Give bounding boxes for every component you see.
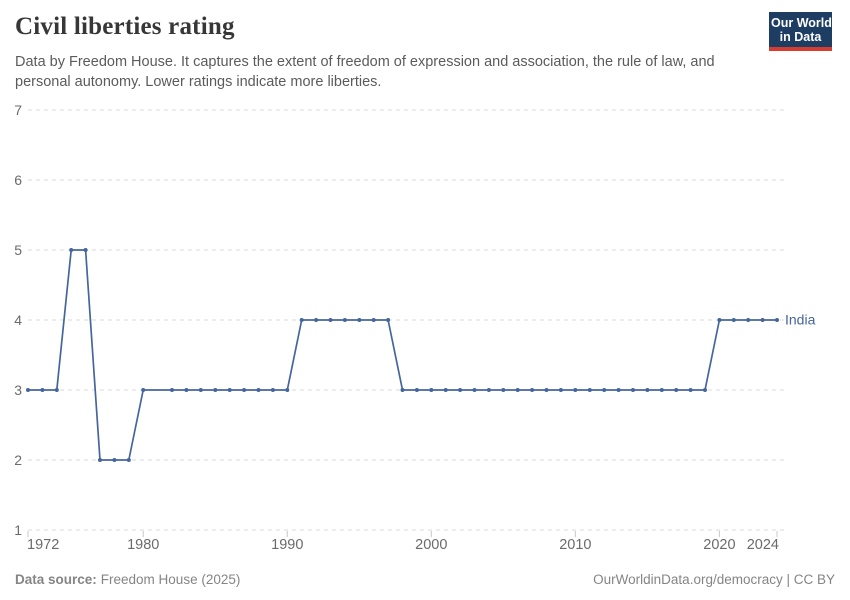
data-point[interactable] — [270, 388, 275, 392]
data-point[interactable] — [775, 318, 779, 322]
data-point[interactable] — [342, 318, 347, 322]
data-point[interactable] — [573, 388, 578, 392]
y-axis-tick-label: 7 — [14, 102, 22, 118]
data-point[interactable] — [717, 318, 722, 322]
data-point[interactable] — [141, 388, 146, 392]
data-point[interactable] — [184, 388, 189, 392]
data-point[interactable] — [631, 388, 635, 392]
page-title: Civil liberties rating — [15, 13, 235, 40]
data-point[interactable] — [458, 388, 463, 392]
data-point[interactable] — [443, 388, 448, 392]
data-point[interactable] — [83, 248, 88, 252]
data-point[interactable] — [40, 388, 45, 392]
data-point[interactable] — [674, 388, 679, 392]
data-point[interactable] — [242, 388, 247, 392]
x-axis-tick-label: 1972 — [27, 537, 59, 553]
data-point[interactable] — [371, 318, 376, 322]
data-point[interactable] — [688, 388, 693, 392]
data-point[interactable] — [328, 318, 333, 322]
y-axis-tick-label: 2 — [14, 452, 22, 468]
data-point[interactable] — [54, 388, 59, 392]
data-point[interactable] — [486, 388, 491, 392]
data-point[interactable] — [26, 388, 30, 392]
data-source-label: Data source: — [15, 572, 97, 587]
x-axis-tick-label: 1980 — [127, 537, 159, 553]
data-point[interactable] — [746, 318, 751, 322]
data-point[interactable] — [414, 388, 419, 392]
data-point[interactable] — [602, 388, 607, 392]
series-label[interactable]: India — [785, 312, 816, 328]
x-axis-tick-label: 1990 — [271, 537, 303, 553]
data-point[interactable] — [731, 318, 736, 322]
data-point[interactable] — [126, 458, 131, 462]
data-point[interactable] — [69, 248, 74, 252]
data-point[interactable] — [285, 388, 290, 392]
x-axis-tick-label: 2020 — [703, 537, 735, 553]
data-point[interactable] — [299, 318, 304, 322]
data-source-text: Data source: Freedom House (2025) — [15, 572, 240, 587]
data-point[interactable] — [616, 388, 621, 392]
data-point[interactable] — [227, 388, 232, 392]
data-point[interactable] — [472, 388, 477, 392]
data-point[interactable] — [530, 388, 535, 392]
chart-subtitle: Data by Freedom House. It captures the e… — [15, 54, 715, 90]
data-point[interactable] — [98, 458, 102, 462]
data-point[interactable] — [112, 458, 117, 462]
data-point[interactable] — [170, 388, 174, 392]
data-point[interactable] — [703, 388, 707, 392]
data-point[interactable] — [314, 318, 319, 322]
y-axis-tick-label: 5 — [14, 242, 22, 258]
data-point[interactable] — [429, 388, 434, 392]
data-line[interactable] — [27, 249, 778, 461]
owid-logo[interactable]: Our World in Data — [769, 12, 832, 51]
data-point[interactable] — [659, 388, 664, 392]
data-point[interactable] — [587, 388, 592, 392]
owid-logo-line1: Our World — [771, 16, 832, 30]
data-point[interactable] — [256, 388, 261, 392]
data-source-value: Freedom House (2025) — [100, 572, 241, 587]
data-point[interactable] — [558, 388, 563, 392]
data-point[interactable] — [386, 318, 391, 322]
y-axis-tick-label: 4 — [14, 312, 22, 328]
y-axis-tick-label: 3 — [14, 382, 22, 398]
footer-link[interactable]: OurWorldinData.org/democracy | CC BY — [593, 572, 835, 587]
x-axis-tick-label: 2000 — [415, 537, 447, 553]
data-point[interactable] — [760, 318, 765, 322]
x-axis-tick-label: 2010 — [559, 537, 591, 553]
data-point[interactable] — [357, 318, 362, 322]
x-axis-tick-label: 2024 — [747, 537, 779, 553]
y-axis-tick-label: 6 — [14, 172, 22, 188]
y-axis-tick-label: 1 — [14, 522, 22, 538]
data-point[interactable] — [198, 388, 203, 392]
data-point[interactable] — [400, 388, 405, 392]
data-point[interactable] — [515, 388, 520, 392]
data-point[interactable] — [645, 388, 650, 392]
chart-footer: Data source: Freedom House (2025) OurWorl… — [0, 562, 850, 600]
owid-logo-line2: in Data — [779, 30, 822, 44]
data-point[interactable] — [213, 388, 218, 392]
data-point[interactable] — [501, 388, 506, 392]
data-point[interactable] — [544, 388, 549, 392]
